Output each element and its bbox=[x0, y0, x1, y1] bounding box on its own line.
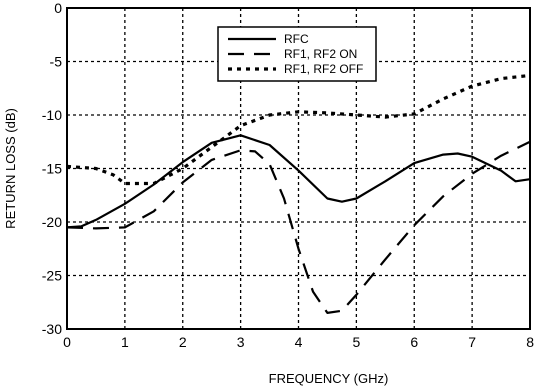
y-tick-label: -30 bbox=[42, 321, 62, 337]
tick-labels: 0 1 2 3 4 5 6 7 8 0 -5 -10 -15 -20 -25 -30 bbox=[42, 0, 534, 350]
x-tick-label: 8 bbox=[526, 334, 534, 350]
y-tick-label: 0 bbox=[54, 0, 62, 16]
legend-box bbox=[217, 26, 377, 82]
x-axis-title: FREQUENCY (GHz) bbox=[269, 371, 389, 386]
x-tick-label: 5 bbox=[352, 334, 360, 350]
x-tick-label: 7 bbox=[468, 334, 476, 350]
grid bbox=[67, 8, 530, 329]
y-tick-label: -20 bbox=[42, 214, 62, 230]
legend: RFC RF1, RF2 ON RF1, RF2 OFF bbox=[217, 26, 377, 82]
y-tick-label: -10 bbox=[42, 107, 62, 123]
y-axis-title: RETURN LOSS (dB) bbox=[3, 108, 18, 229]
legend-label-rf-off: RF1, RF2 OFF bbox=[284, 62, 363, 76]
y-tick-label: -5 bbox=[50, 54, 63, 70]
legend-label-rfc: RFC bbox=[284, 32, 309, 46]
x-tick-label: 4 bbox=[295, 334, 303, 350]
series-line-rfc bbox=[66, 134, 531, 229]
y-tick-label: -25 bbox=[42, 268, 62, 284]
y-tick-label: -15 bbox=[42, 161, 62, 177]
x-tick-label: 3 bbox=[237, 334, 245, 350]
series-line-rf-on bbox=[66, 140, 531, 314]
series-line-rf-off bbox=[66, 73, 531, 186]
series-lines bbox=[66, 73, 531, 314]
x-tick-label: 2 bbox=[179, 334, 187, 350]
plot-frame bbox=[66, 7, 531, 330]
legend-label-rf-on: RF1, RF2 ON bbox=[284, 47, 357, 61]
x-tick-label: 6 bbox=[410, 334, 418, 350]
x-tick-label: 1 bbox=[121, 334, 129, 350]
x-tick-label: 0 bbox=[63, 334, 71, 350]
